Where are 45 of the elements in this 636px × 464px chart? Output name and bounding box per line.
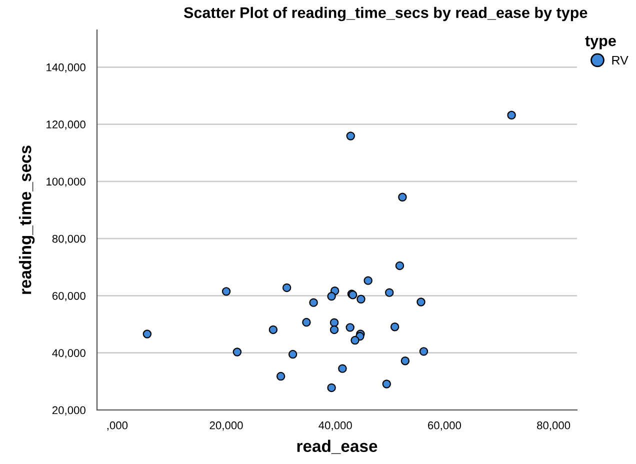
point	[507, 110, 516, 120]
point	[232, 348, 242, 356]
chart-title: Scatter Plot of reading_time_secs by read_ease by type	[184, 6, 588, 22]
point	[268, 325, 278, 334]
point	[382, 380, 391, 388]
point	[309, 298, 318, 307]
point	[350, 336, 360, 345]
x-axis-title: read_ease	[297, 440, 378, 454]
legend-label: RV	[612, 56, 628, 65]
point	[416, 298, 426, 306]
x-tick-label: 60,000	[428, 421, 462, 431]
y-tick-label: 80,000	[52, 234, 86, 244]
y-tick-label: 20,000	[52, 406, 86, 416]
y-tick-label: 40,000	[52, 349, 86, 358]
point	[327, 383, 336, 392]
x-tick-label: ,000	[107, 421, 128, 431]
point	[364, 276, 372, 285]
legend-title: type	[585, 36, 616, 50]
point	[288, 350, 298, 359]
point	[276, 372, 286, 381]
point	[395, 261, 404, 270]
point	[400, 356, 410, 366]
point	[390, 322, 400, 332]
y-tick-label: 140,000	[46, 63, 86, 73]
point	[398, 192, 407, 202]
point	[356, 294, 366, 304]
point	[327, 292, 336, 301]
x-tick-label: 40,000	[318, 421, 352, 431]
point	[302, 318, 311, 327]
x-tick-label: 80,000	[537, 421, 570, 431]
y-tick-label: 120,000	[46, 120, 86, 130]
point	[282, 283, 292, 292]
point	[330, 318, 339, 327]
y-tick-label: 100,000	[46, 178, 86, 187]
point	[338, 364, 347, 373]
y-axis-title: reading_time_secs	[19, 146, 35, 294]
x-tick-label: 20,000	[210, 421, 243, 431]
point	[419, 347, 428, 356]
point	[142, 330, 152, 338]
point	[346, 323, 354, 332]
point	[330, 325, 339, 334]
y-tick-label: 60,000	[52, 292, 86, 302]
point	[385, 288, 394, 297]
point	[346, 132, 355, 140]
point	[222, 287, 231, 296]
